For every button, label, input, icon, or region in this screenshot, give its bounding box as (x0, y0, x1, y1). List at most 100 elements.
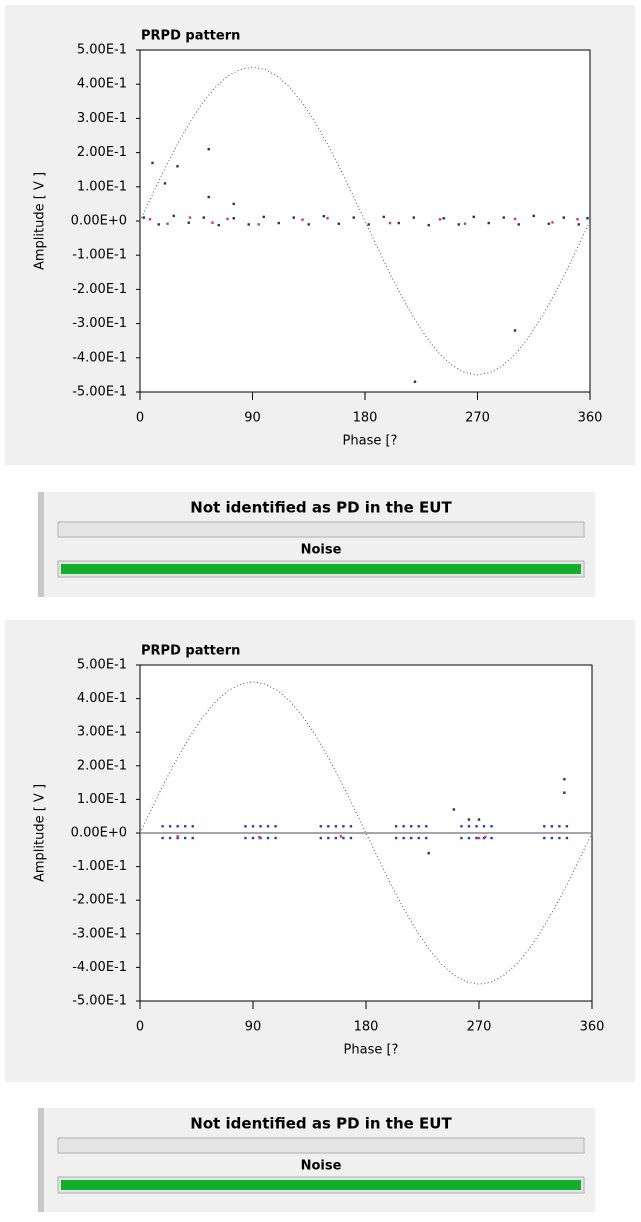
empty-bar (57, 1137, 585, 1154)
pd-point (417, 825, 420, 828)
pd-point (477, 836, 481, 840)
pd-point (191, 825, 194, 828)
pd-point (292, 216, 295, 219)
pd-point (163, 182, 167, 185)
pd-point (438, 218, 442, 221)
y-tick-label: -2.00E-1 (72, 893, 127, 908)
chart: PRPD pattern Amplitude [ V ] Phase [? -5.00… (33, 644, 605, 1058)
pd-point (427, 851, 430, 855)
panel-bg (38, 492, 595, 597)
pd-point (467, 825, 471, 828)
panel-edge (38, 1108, 44, 1212)
pd-point (412, 216, 415, 219)
pd-point (394, 825, 398, 828)
pd-point (417, 836, 420, 840)
pd-point (202, 216, 205, 219)
pd-point (326, 217, 329, 220)
pd-point (161, 836, 164, 840)
pd-point (244, 836, 247, 840)
chart-title: PRPD pattern (141, 29, 240, 44)
x-tick-label: 270 (465, 411, 490, 426)
noise-bar (61, 564, 581, 574)
pd-point (577, 223, 580, 226)
pd-point (410, 836, 413, 840)
y-tick-label: -3.00E-1 (72, 316, 127, 331)
pd-point (334, 836, 338, 840)
pd-point (161, 825, 164, 828)
y-axis-label: Amplitude [ V ] (33, 172, 48, 270)
pd-point (251, 825, 255, 828)
pd-point (475, 836, 478, 840)
y-tick-label: -4.00E-1 (72, 350, 127, 365)
pd-point (247, 223, 250, 226)
x-tick-label: 180 (353, 411, 378, 426)
pd-point (342, 836, 345, 840)
pd-point (142, 216, 145, 219)
pd-point (148, 218, 152, 221)
pd-point (157, 223, 160, 226)
pd-point (563, 791, 566, 794)
status-text: Not identified as PD in the EUT (190, 499, 452, 517)
y-tick-label: -1.00E-1 (72, 248, 127, 263)
pd-point (151, 161, 154, 165)
pd-point (402, 836, 405, 840)
pd-point (301, 218, 304, 221)
y-tick-label: 4.00E-1 (77, 77, 127, 92)
pd-point (463, 222, 467, 225)
chart-title: PRPD pattern (141, 644, 240, 659)
pd-point (259, 836, 262, 840)
pd-point (394, 836, 398, 840)
pd-point (558, 836, 561, 840)
pd-point (425, 836, 428, 840)
pd-point (226, 217, 229, 221)
pd-point (251, 836, 255, 840)
pd-point (513, 329, 517, 332)
pd-point (266, 825, 270, 828)
pd-point (352, 216, 355, 219)
y-tick-label: -1.00E-1 (72, 859, 127, 874)
panel-bg (38, 1108, 595, 1212)
pd-point (259, 825, 262, 828)
pd-point (277, 221, 280, 225)
pd-point (211, 221, 214, 224)
x-axis-label: Phase [? (343, 434, 398, 449)
status-text: Not identified as PD in the EUT (190, 1115, 452, 1133)
y-tick-label: 5.00E-1 (77, 43, 127, 58)
pd-point (176, 835, 179, 838)
pd-point (550, 836, 554, 840)
y-tick-label: 3.00E-1 (77, 725, 127, 740)
pd-point (207, 195, 210, 199)
pd-point (457, 223, 460, 226)
pd-point (576, 218, 579, 221)
y-tick-label: 1.00E-1 (77, 792, 127, 807)
pd-point (184, 825, 187, 828)
y-tick-label: -2.00E-1 (72, 282, 127, 297)
pd-point (563, 778, 566, 781)
y-tick-label: 3.00E-1 (77, 111, 127, 126)
pd-point (191, 836, 194, 840)
pd-point (342, 825, 345, 828)
pd-point (367, 223, 370, 226)
pd-point (382, 215, 385, 219)
chart: PRPD pattern Amplitude [ V ] Phase [? -5.00… (33, 29, 603, 449)
noise-label: Noise (301, 543, 342, 558)
pd-point (543, 825, 546, 828)
pd-point (166, 222, 169, 225)
y-tick-label: -4.00E-1 (72, 960, 127, 975)
pd-point (517, 223, 520, 226)
pd-point (349, 825, 353, 828)
y-tick-label: 2.00E-1 (77, 758, 127, 773)
pd-point (244, 825, 247, 828)
pd-point (319, 825, 322, 828)
pd-point (490, 825, 493, 828)
pd-point (176, 165, 179, 168)
pd-point (586, 217, 589, 220)
y-tick-label: 4.00E-1 (77, 691, 127, 706)
pd-point (482, 825, 486, 828)
x-tick-label: 360 (580, 1020, 605, 1035)
pd-point (168, 825, 172, 828)
pd-point (172, 214, 175, 218)
pd-point (184, 836, 187, 840)
pd-point (558, 825, 561, 828)
